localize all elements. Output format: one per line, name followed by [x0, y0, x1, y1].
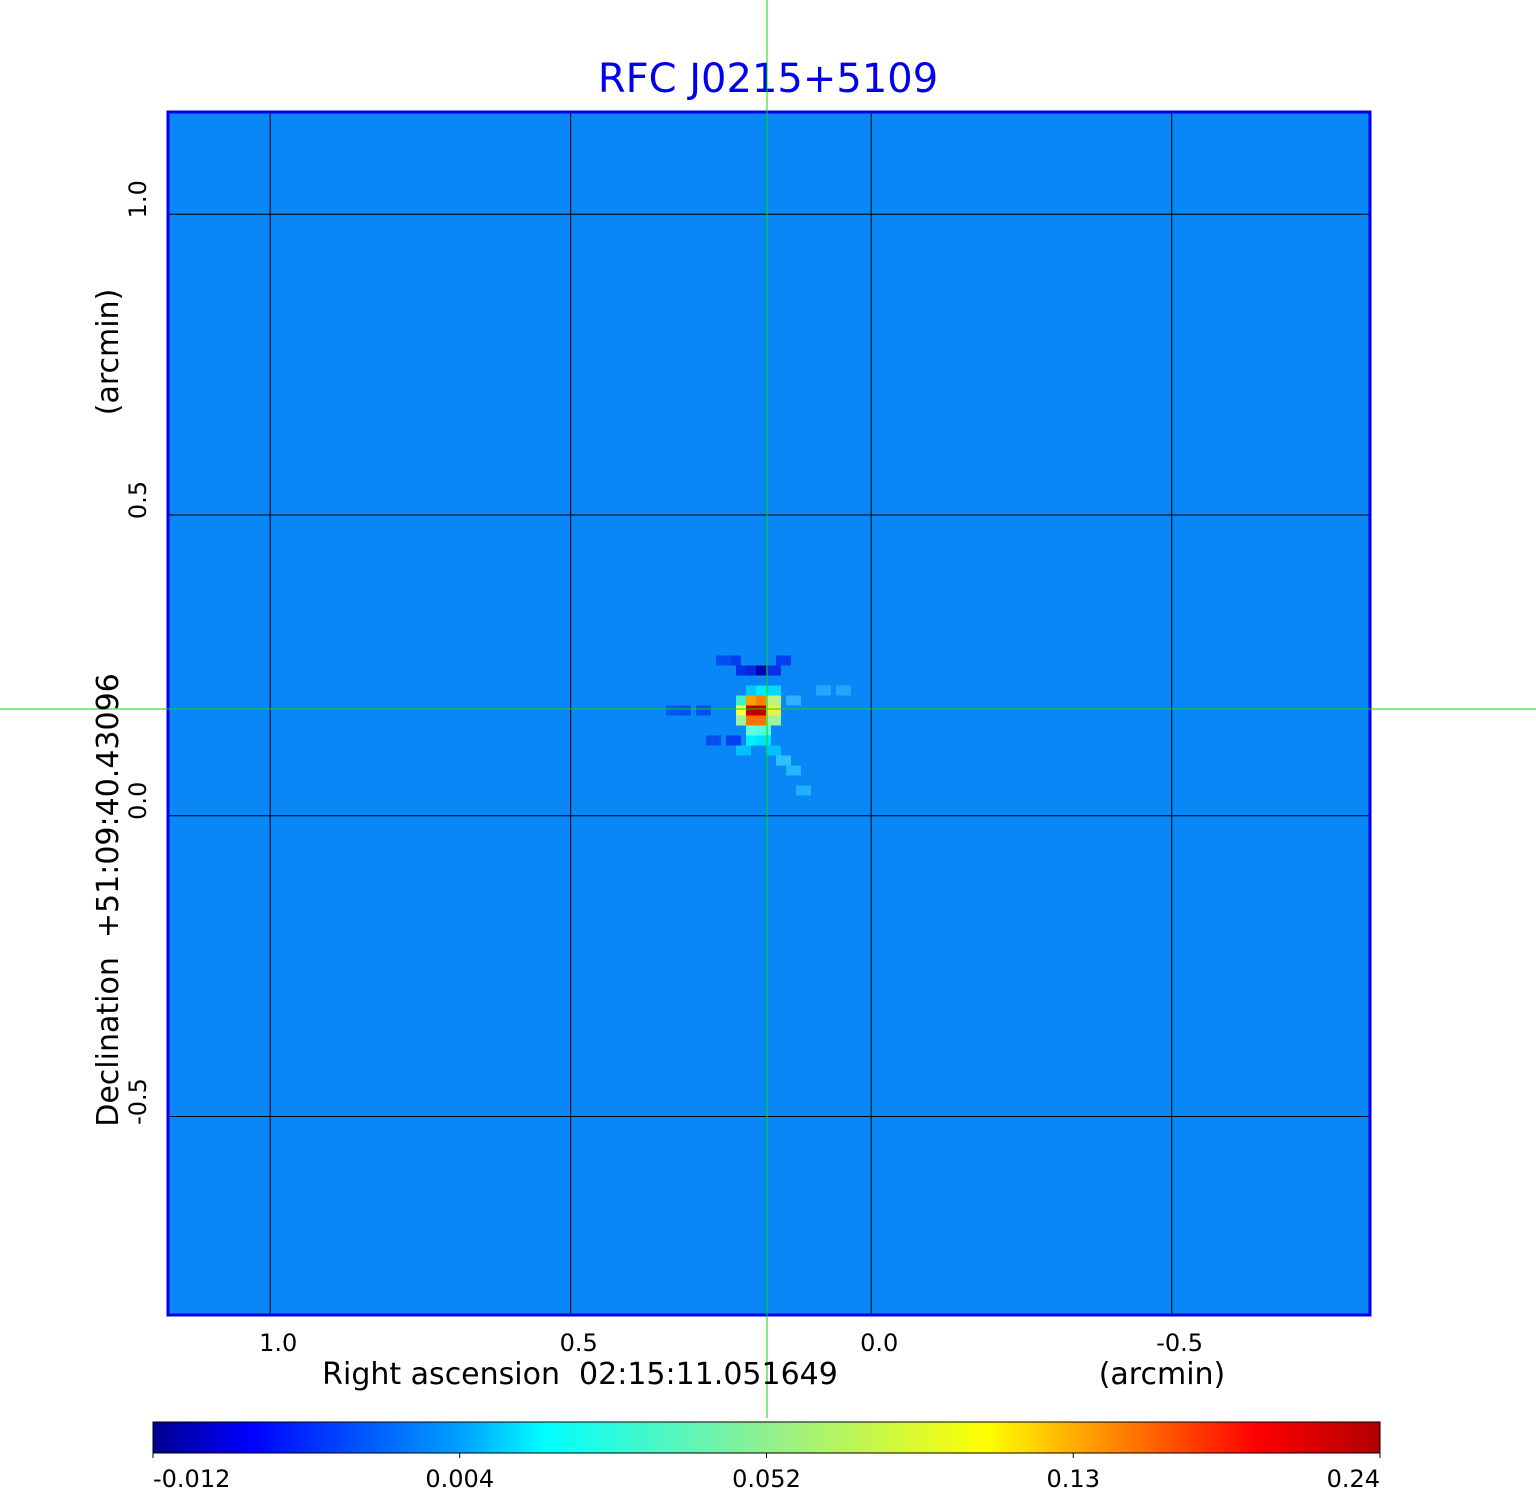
image-pixel: [695, 705, 711, 716]
image-pixel: [735, 715, 751, 726]
image-pixel: [745, 685, 761, 696]
image-pixel: [705, 735, 721, 746]
image-pixel: [745, 735, 761, 746]
image-pixel: [755, 715, 771, 726]
image-pixel: [815, 685, 831, 696]
image-pixel: [725, 655, 741, 666]
image-pixel: [675, 705, 691, 716]
image-pixel: [765, 705, 781, 716]
plot-frame: [166, 110, 1372, 1317]
x-tick-label: -0.5: [1156, 1329, 1203, 1357]
grid: [168, 112, 1370, 1315]
y-axis-unit: (arcmin): [91, 289, 126, 416]
image-pixel: [665, 705, 681, 716]
image-pixel: [765, 665, 781, 676]
x-tick-label: 0.5: [560, 1329, 598, 1357]
y-tick-label: -0.5: [124, 1078, 152, 1125]
image-pixel: [735, 665, 751, 676]
colorbar-tick-label: 0.052: [732, 1465, 801, 1493]
image-pixel: [755, 665, 771, 676]
y-tick-label: 0.5: [124, 481, 152, 519]
image-pixel: [835, 685, 851, 696]
colorbar-tick-label: 0.13: [1047, 1465, 1100, 1493]
colorbar-tick-label: 0.24: [1327, 1465, 1380, 1493]
image-pixel: [745, 715, 761, 726]
image-pixel: [775, 755, 791, 766]
image-pixel: [745, 725, 761, 736]
image-pixel: [745, 695, 761, 706]
x-tick-label: 0.0: [860, 1329, 898, 1357]
image-pixel: [755, 705, 771, 716]
image-pixel: [795, 785, 811, 796]
chart-title: RFC J0215+5109: [598, 56, 938, 102]
y-tick-label: 0.0: [124, 782, 152, 820]
colorbar-tick-label: 0.004: [425, 1465, 494, 1493]
image-pixel: [745, 665, 761, 676]
image-pixel: [785, 765, 801, 776]
image-pixel: [715, 655, 731, 666]
image-pixel: [745, 705, 761, 716]
image-pixel: [765, 745, 781, 756]
y-tick-label: 1.0: [124, 180, 152, 218]
x-axis-unit: (arcmin): [1099, 1357, 1226, 1392]
y-axis-label: Declination +51:09:40.43096: [91, 673, 126, 1127]
image-pixel: [755, 725, 771, 736]
image-pixels: [665, 655, 851, 796]
image-pixel: [785, 695, 801, 706]
image-pixel: [765, 715, 781, 726]
image-pixel: [755, 735, 771, 746]
x-tick-label: 1.0: [259, 1329, 297, 1357]
image-pixel: [775, 655, 791, 666]
image-pixel: [765, 695, 781, 706]
x-axis-label: Right ascension 02:15:11.051649: [322, 1357, 838, 1392]
colorbar-tick-label: -0.012: [153, 1465, 230, 1493]
image-pixel: [725, 735, 741, 746]
image-pixel: [735, 695, 751, 706]
image-pixel: [735, 745, 751, 756]
image-pixel: [765, 685, 781, 696]
image-pixel: [735, 705, 751, 716]
image-pixel: [755, 695, 771, 706]
image-pixel: [755, 685, 771, 696]
colorbar: [152, 1421, 1381, 1454]
